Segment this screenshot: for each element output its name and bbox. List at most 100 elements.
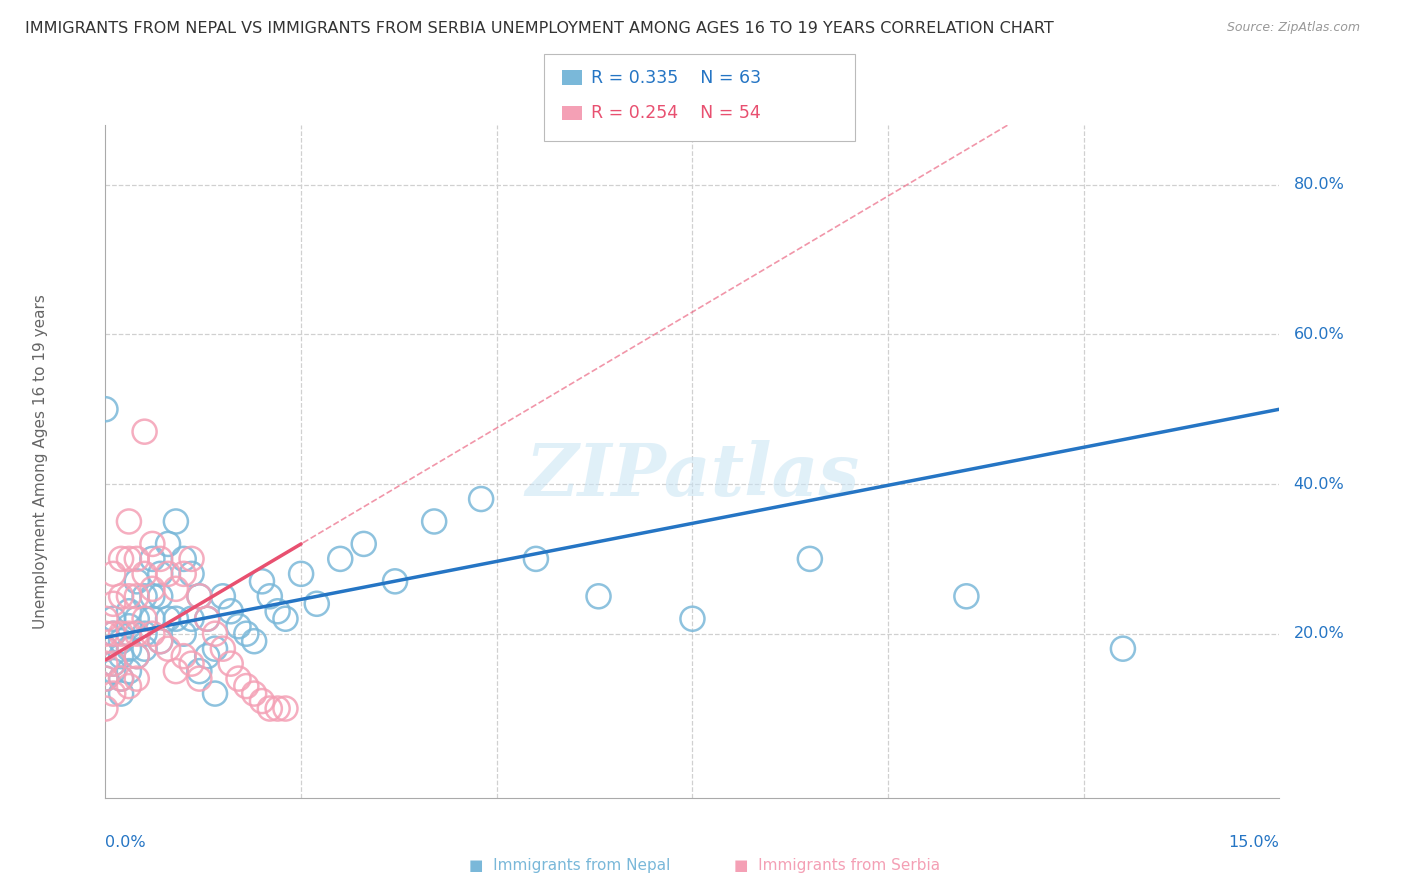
Point: [266, 604, 288, 618]
Text: IMMIGRANTS FROM NEPAL VS IMMIGRANTS FROM SERBIA UNEMPLOYMENT AMONG AGES 16 TO 19: IMMIGRANTS FROM NEPAL VS IMMIGRANTS FROM…: [25, 21, 1054, 37]
Point: [329, 552, 352, 566]
Point: [157, 612, 180, 626]
Point: [118, 515, 141, 529]
Point: [180, 657, 202, 671]
Point: [134, 612, 156, 626]
Point: [118, 626, 141, 640]
Point: [125, 589, 148, 603]
Point: [141, 537, 163, 551]
Point: [423, 515, 446, 529]
Point: [180, 612, 202, 626]
Point: [149, 634, 172, 648]
Point: [173, 649, 195, 664]
Point: [274, 701, 297, 715]
Point: [125, 626, 148, 640]
Point: [204, 687, 226, 701]
Point: [141, 582, 163, 596]
Point: [110, 672, 132, 686]
Point: [165, 515, 187, 529]
Point: [353, 537, 375, 551]
Point: [243, 634, 266, 648]
Point: [110, 687, 132, 701]
Point: [259, 701, 281, 715]
Point: [219, 657, 242, 671]
Point: [118, 641, 141, 656]
Point: [125, 574, 148, 589]
Point: [588, 589, 610, 603]
Point: [94, 672, 117, 686]
Point: [955, 589, 977, 603]
Point: [204, 641, 226, 656]
Point: [94, 641, 117, 656]
Point: [259, 589, 281, 603]
Point: [149, 589, 172, 603]
Point: [180, 552, 202, 566]
Point: [110, 626, 132, 640]
Point: [204, 626, 226, 640]
Point: [180, 566, 202, 581]
Point: [141, 626, 163, 640]
Point: [250, 694, 273, 708]
Point: [149, 552, 172, 566]
Point: [195, 612, 218, 626]
Point: [110, 634, 132, 648]
Point: [470, 491, 492, 506]
Point: [235, 679, 257, 693]
Point: [103, 612, 125, 626]
Point: [94, 672, 117, 686]
Point: [235, 626, 257, 640]
Text: ■  Immigrants from Nepal: ■ Immigrants from Nepal: [468, 858, 671, 872]
Point: [188, 672, 211, 686]
Point: [118, 604, 141, 618]
Text: Source: ZipAtlas.com: Source: ZipAtlas.com: [1227, 21, 1361, 35]
Point: [211, 641, 233, 656]
Point: [134, 626, 156, 640]
Text: 0.0%: 0.0%: [105, 836, 146, 850]
Point: [173, 626, 195, 640]
Point: [305, 597, 328, 611]
Point: [94, 612, 117, 626]
Point: [173, 552, 195, 566]
Point: [228, 672, 250, 686]
Point: [94, 626, 117, 640]
Point: [141, 552, 163, 566]
Point: [149, 566, 172, 581]
Point: [118, 664, 141, 678]
Text: 60.0%: 60.0%: [1294, 326, 1344, 342]
Point: [188, 589, 211, 603]
Point: [103, 664, 125, 678]
Point: [141, 612, 163, 626]
Point: [125, 649, 148, 664]
Point: [195, 612, 218, 626]
Point: [110, 672, 132, 686]
Point: [125, 552, 148, 566]
Point: [165, 664, 187, 678]
Point: [799, 552, 821, 566]
Point: [103, 566, 125, 581]
Point: [118, 679, 141, 693]
Text: 15.0%: 15.0%: [1229, 836, 1279, 850]
Point: [228, 619, 250, 633]
Text: R = 0.335    N = 63: R = 0.335 N = 63: [591, 69, 761, 87]
Point: [118, 589, 141, 603]
Text: ZIPatlas: ZIPatlas: [526, 440, 859, 510]
Point: [94, 641, 117, 656]
Point: [149, 634, 172, 648]
Point: [103, 626, 125, 640]
Point: [134, 425, 156, 439]
Text: 20.0%: 20.0%: [1294, 626, 1344, 641]
Point: [134, 641, 156, 656]
Point: [195, 649, 218, 664]
Point: [165, 612, 187, 626]
Point: [250, 574, 273, 589]
Point: [103, 657, 125, 671]
Point: [103, 687, 125, 701]
Point: [125, 612, 148, 626]
Point: [524, 552, 547, 566]
Point: [243, 687, 266, 701]
Point: [134, 589, 156, 603]
Point: [1112, 641, 1135, 656]
Point: [290, 566, 312, 581]
Point: [681, 612, 703, 626]
Point: [157, 537, 180, 551]
